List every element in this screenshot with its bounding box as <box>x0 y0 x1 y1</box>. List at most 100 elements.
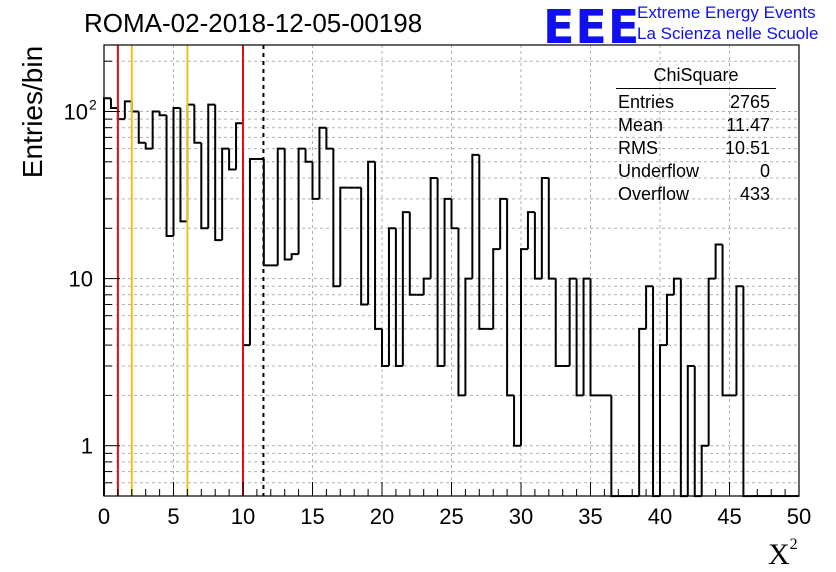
histogram-bin <box>179 107 188 223</box>
stats-label: RMS <box>618 138 658 158</box>
histogram-bin <box>652 286 660 498</box>
histogram-bin <box>374 161 382 330</box>
stats-label: Entries <box>618 92 675 112</box>
x-tick-label: 40 <box>648 504 672 529</box>
histogram-bin <box>193 104 202 144</box>
stats-value: 0 <box>759 161 770 181</box>
histogram-bin <box>186 103 195 222</box>
histogram-bin <box>443 197 452 366</box>
histogram-bin <box>381 328 389 367</box>
histogram-bin <box>151 110 160 149</box>
y-tick-label: 10 <box>64 99 88 124</box>
histogram-bin <box>429 176 438 279</box>
histogram-bin <box>568 277 577 366</box>
stats-row-overflow: Overflow 433 <box>612 183 780 206</box>
stats-value: 10.51 <box>724 138 770 158</box>
x-tick-label: 50 <box>787 504 811 529</box>
histogram-bin <box>513 395 521 447</box>
x-tick-label: 25 <box>439 504 463 529</box>
histogram-bin <box>665 293 674 346</box>
histogram-bin <box>693 365 702 498</box>
stats-value: 433 <box>739 184 770 204</box>
histogram-bin <box>408 212 417 296</box>
histogram-bin <box>700 444 709 497</box>
histogram-bin <box>367 160 376 305</box>
histogram-bin <box>228 148 237 171</box>
histogram-bin <box>714 243 723 279</box>
histogram-bin <box>116 107 125 121</box>
histogram-bin <box>401 211 410 366</box>
histogram-bin <box>394 228 403 367</box>
y-tick-label: 1 <box>81 434 93 459</box>
histogram-bin <box>172 106 181 236</box>
histogram-bin <box>638 327 647 497</box>
histogram-bin <box>742 286 751 498</box>
stats-box: ChiSquare Entries 2765 Mean 11.47 RMS 10.51… <box>612 65 780 206</box>
y-tick-label: 10 <box>69 267 93 292</box>
histogram-bin <box>422 277 431 295</box>
logo-line-2: La Scienza nelle Scuole <box>637 24 819 43</box>
histogram-bin <box>679 278 688 498</box>
histogram-bin <box>103 97 111 496</box>
histogram-bin <box>471 153 480 279</box>
reference-lines <box>116 45 265 496</box>
histogram-bin <box>248 157 257 346</box>
histogram-bin <box>123 100 132 120</box>
histogram-bin <box>436 177 445 367</box>
histogram-bin <box>387 227 396 366</box>
y-axis-label: Entries/bin <box>17 45 48 179</box>
histogram-bin <box>360 187 369 306</box>
stats-title: ChiSquare <box>616 65 776 89</box>
stats-row-mean: Mean 11.47 <box>612 114 780 137</box>
histogram-bin <box>276 147 285 266</box>
eee-logo: EEE <box>543 0 641 54</box>
x-tick-labels: 0 5 10 15 20 25 30 35 40 45 50 <box>98 504 811 529</box>
histogram-bin <box>207 103 216 229</box>
histogram-bin <box>242 123 250 347</box>
histogram-bin <box>158 111 167 117</box>
histogram-bin <box>339 186 348 287</box>
x-axis-label-sup: 2 <box>789 536 798 553</box>
histogram-bin <box>165 115 174 237</box>
histogram-bin <box>520 248 528 446</box>
stats-label: Mean <box>618 115 664 135</box>
axes <box>103 44 800 497</box>
histogram-bin <box>540 176 549 279</box>
histogram-bin <box>721 244 730 397</box>
histogram-bin <box>645 285 654 329</box>
x-tick-label: 30 <box>509 504 533 529</box>
histogram-bin <box>200 142 209 230</box>
histogram-bin <box>325 127 334 150</box>
stats-row-entries: Entries 2765 <box>612 91 780 114</box>
histogram-bin <box>109 98 118 109</box>
stats-value: 11.47 <box>726 115 770 135</box>
histogram-bin <box>492 248 501 329</box>
histogram-bin <box>318 126 327 199</box>
plot-frame <box>103 44 800 497</box>
histogram-bin <box>589 278 598 397</box>
plot-title: ROMA-02-2018-12-05-00198 <box>84 8 423 38</box>
histogram-bin <box>547 177 556 280</box>
histogram-bin <box>137 111 146 144</box>
x-tick-label: 5 <box>167 504 179 529</box>
x-axis-label-base: X <box>768 538 790 571</box>
histogram-bin <box>304 148 313 163</box>
histogram-bin <box>214 104 223 242</box>
y-tick-label-sup: 2 <box>89 96 97 112</box>
histogram-bin <box>554 278 563 367</box>
histogram-bin <box>582 277 591 396</box>
x-axis-label: X2 <box>768 536 798 572</box>
histogram-bin <box>290 253 299 260</box>
histogram-bin <box>575 278 584 397</box>
logo-line-1: Extreme Energy Events <box>637 3 816 22</box>
x-tick-label: 45 <box>717 504 741 529</box>
x-tick-label: 15 <box>300 504 324 529</box>
histogram-bin <box>499 197 508 250</box>
histogram-bin <box>659 344 667 497</box>
stats-row-underflow: Underflow 0 <box>612 160 780 183</box>
stats-label: Overflow <box>618 184 690 204</box>
histogram-bin <box>332 148 341 288</box>
grid <box>104 45 799 497</box>
